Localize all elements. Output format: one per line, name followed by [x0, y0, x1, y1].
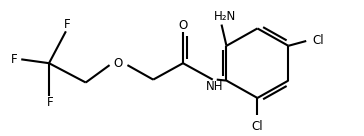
Text: F: F: [47, 96, 54, 109]
Text: Cl: Cl: [312, 35, 324, 47]
Text: Cl: Cl: [252, 120, 263, 133]
Text: O: O: [114, 57, 123, 70]
Text: H₂N: H₂N: [214, 10, 237, 23]
Text: F: F: [64, 18, 70, 31]
Text: F: F: [11, 53, 17, 66]
Text: O: O: [178, 19, 187, 32]
Text: NH: NH: [206, 80, 223, 93]
